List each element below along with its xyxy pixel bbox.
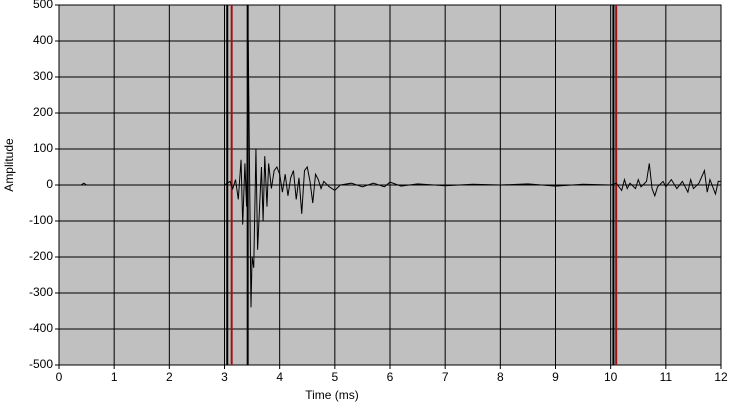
y-tick-label: -300 <box>29 285 53 299</box>
y-tick-label: -500 <box>29 357 53 371</box>
x-axis-label: Time (ms) <box>305 388 359 402</box>
waveform-line <box>59 40 721 308</box>
y-tick-label: 0 <box>46 177 53 191</box>
y-tick-label: 200 <box>33 105 53 119</box>
x-tick-label: 5 <box>331 370 338 384</box>
x-tick-label: 3 <box>221 370 228 384</box>
x-tick-label: 7 <box>442 370 449 384</box>
x-tick-label: 9 <box>552 370 559 384</box>
y-tick-label: -200 <box>29 249 53 263</box>
x-tick-label: 1 <box>111 370 118 384</box>
x-tick-label: 2 <box>166 370 173 384</box>
y-tick-label: 400 <box>33 33 53 47</box>
x-tick-label: 6 <box>387 370 394 384</box>
y-tick-label: -100 <box>29 213 53 227</box>
x-tick-label: 8 <box>497 370 504 384</box>
x-tick-label: 11 <box>660 370 673 384</box>
y-tick-label: 100 <box>33 141 53 155</box>
x-tick-label: 4 <box>276 370 283 384</box>
y-tick-label: 300 <box>33 69 53 83</box>
y-axis-label: Amplitude <box>2 138 16 192</box>
x-tick-label: 12 <box>714 370 728 384</box>
x-tick-label: 0 <box>56 370 63 384</box>
y-tick-label: 500 <box>33 0 53 11</box>
x-tick-label: 10 <box>604 370 618 384</box>
y-tick-label: -400 <box>29 321 53 335</box>
